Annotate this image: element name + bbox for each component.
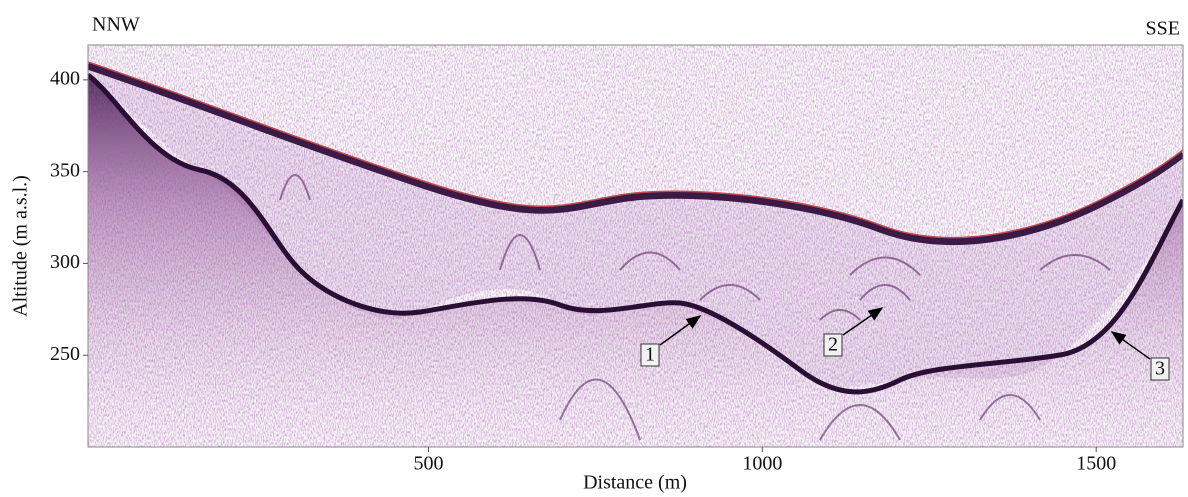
annotation-box [823,333,843,357]
left-direction: NNW [92,14,140,36]
annotation-label: 3 [1155,358,1165,380]
plot-frame [87,44,1184,448]
hyperbolas [279,174,1111,441]
annotation-box [640,343,660,367]
x-axis-label: Distance (m) [583,472,687,494]
annotation-label: 2 [828,334,838,356]
right-direction: SSE [1146,18,1180,40]
x-tick-label: 500 [414,453,444,475]
surface-line [88,61,1183,239]
radargram [88,45,1183,447]
annotation-arrow [842,307,884,336]
annotation-arrow [659,315,702,346]
y-tick-label: 350 [50,159,80,181]
y-axis-label: Altitude (m a.s.l.) [10,175,32,317]
y-tick-label: 300 [50,251,80,273]
x-tick-label: 1500 [1076,453,1116,475]
annotation-arrow [1110,331,1151,360]
noise-texture [88,45,1183,447]
surface-reflector [88,62,1183,246]
y-tick-label: 250 [50,343,80,365]
annotation-box [1150,357,1170,381]
bedrock-reflector [88,73,1183,395]
annotation-label: 1 [645,344,655,366]
x-tick-label: 1000 [742,453,782,475]
y-tick-label: 400 [50,67,80,89]
